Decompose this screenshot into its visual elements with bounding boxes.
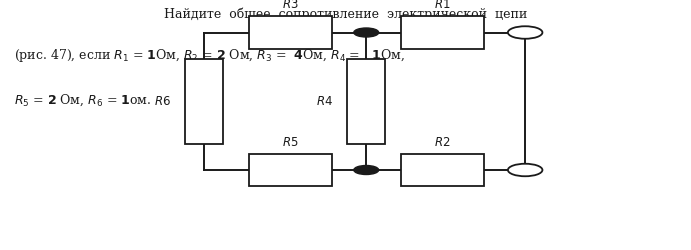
Text: $R3$: $R3$ — [282, 0, 299, 11]
Text: $\mathit{R}_5$ = $\mathbf{2}$ Ом, $\mathit{R}_6$ = $\mathbf{1}$ом.: $\mathit{R}_5$ = $\mathbf{2}$ Ом, $\math… — [14, 92, 151, 108]
Circle shape — [508, 26, 542, 39]
Bar — [347, 59, 386, 144]
Circle shape — [354, 166, 379, 174]
Text: $R5$: $R5$ — [282, 136, 299, 149]
Bar — [249, 154, 332, 186]
Text: $R4$: $R4$ — [316, 95, 333, 108]
Text: $R2$: $R2$ — [434, 136, 451, 149]
Bar — [401, 16, 484, 49]
Circle shape — [508, 164, 542, 176]
Bar — [184, 59, 223, 144]
Bar — [249, 16, 332, 49]
Text: $R6$: $R6$ — [154, 95, 171, 108]
Text: Найдите  общее  сопротивление  электрической  цепи: Найдите общее сопротивление электрическо… — [164, 8, 527, 21]
Bar — [401, 154, 484, 186]
Text: $R1$: $R1$ — [434, 0, 451, 11]
Circle shape — [354, 28, 379, 37]
Text: (рис. 47), если $\mathit{R}_1$ = $\mathbf{1}$Ом, $\mathit{R}_2$ = $\mathbf{2}$ О: (рис. 47), если $\mathit{R}_1$ = $\mathb… — [14, 48, 404, 64]
